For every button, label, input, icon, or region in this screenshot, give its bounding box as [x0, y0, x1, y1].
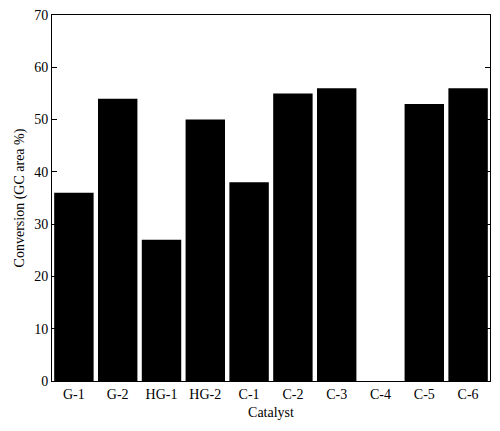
svg-text:Conversion (GC area %): Conversion (GC area %) [12, 128, 28, 267]
svg-text:20: 20 [34, 269, 48, 284]
svg-text:G-2: G-2 [107, 387, 129, 402]
svg-text:40: 40 [34, 165, 48, 180]
svg-text:70: 70 [34, 8, 48, 23]
svg-text:C-6: C-6 [458, 387, 479, 402]
svg-text:Catalyst: Catalyst [248, 405, 294, 420]
svg-text:C-3: C-3 [326, 387, 347, 402]
svg-text:HG-1: HG-1 [146, 387, 178, 402]
svg-text:10: 10 [34, 322, 48, 337]
svg-text:60: 60 [34, 60, 48, 75]
svg-text:C-5: C-5 [414, 387, 435, 402]
svg-text:50: 50 [34, 112, 48, 127]
svg-text:30: 30 [34, 217, 48, 232]
svg-text:C-1: C-1 [239, 387, 260, 402]
svg-text:HG-2: HG-2 [189, 387, 221, 402]
svg-text:0: 0 [41, 374, 48, 389]
svg-text:G-1: G-1 [63, 387, 85, 402]
svg-text:C-2: C-2 [282, 387, 303, 402]
svg-text:C-4: C-4 [370, 387, 391, 402]
